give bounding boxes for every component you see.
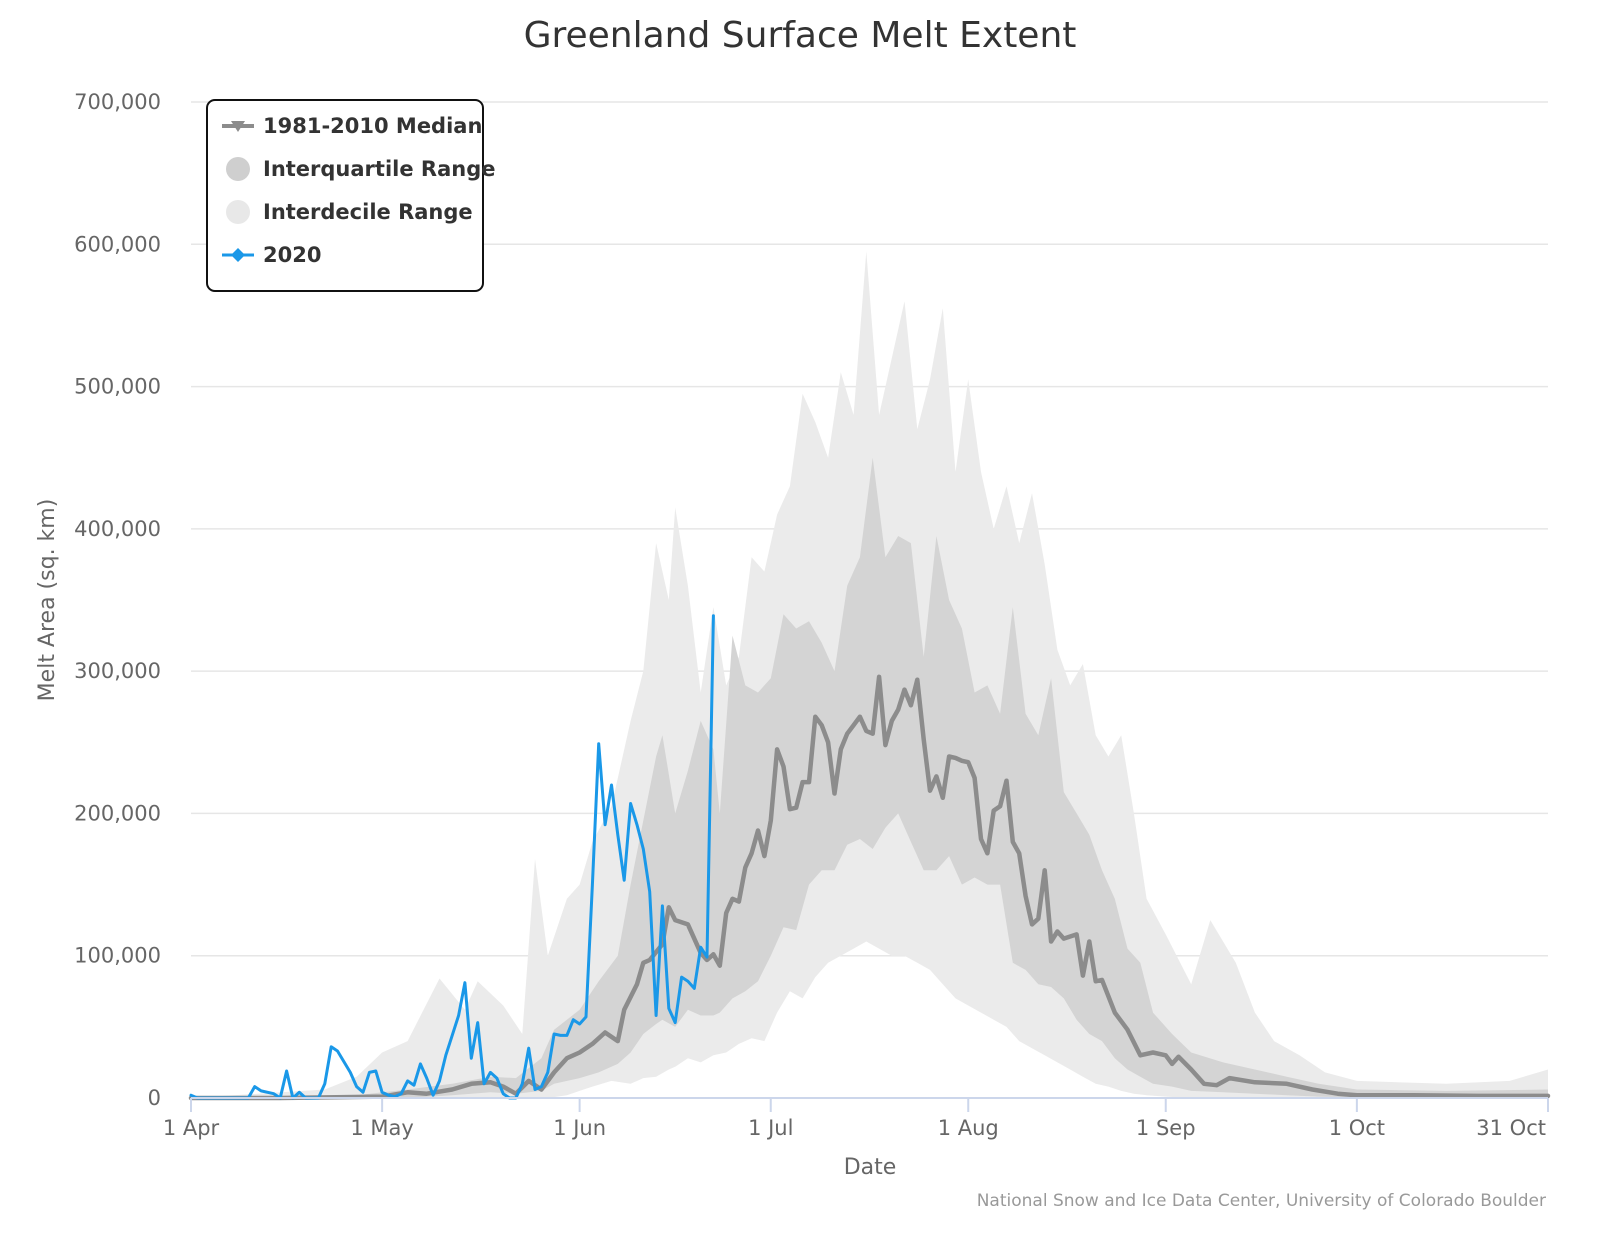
chart-credit: National Snow and Ice Data Center, Unive…: [977, 1191, 1546, 1211]
legend-item: 2020: [222, 243, 321, 267]
y-tick-label: 600,000: [74, 232, 161, 256]
legend-label: 1981-2010 Median: [263, 114, 482, 138]
median-series: [188, 674, 1551, 1101]
y-axis-tick-labels: 0 100,000 200,000 300,000 400,000 500,000 600,…: [74, 90, 161, 1110]
year-2020-line: [189, 614, 715, 1100]
x-tick-label: 31 Oct: [1476, 1116, 1546, 1140]
y-tick-label: 200,000: [74, 801, 161, 825]
legend-item: Interquartile Range: [226, 157, 495, 181]
circle-icon: [226, 157, 250, 181]
x-axis-tick-labels: 1 Apr 1 May 1 Jun 1 Jul 1 Aug 1 Sep 1 Oct 31 Oc…: [163, 1116, 1546, 1140]
x-tick-label: 1 Jul: [748, 1116, 793, 1140]
x-axis: [190, 1097, 1549, 1112]
legend-label: Interquartile Range: [263, 157, 495, 181]
legend-item: 1981-2010 Median: [222, 114, 482, 138]
x-tick-label: 1 Aug: [938, 1116, 999, 1140]
y-tick-label: 100,000: [74, 944, 161, 968]
circle-icon: [226, 200, 250, 224]
diamond-icon: [231, 248, 245, 262]
chart-legend: 1981-2010 Median Interquartile Range Inter…: [206, 99, 495, 292]
legend-items: 1981-2010 Median Interquartile Range Inter…: [222, 114, 495, 267]
legend-box: [206, 99, 484, 292]
legend-label: Interdecile Range: [263, 200, 473, 224]
legend-item: Interdecile Range: [226, 200, 473, 224]
median-line: [188, 674, 1551, 1101]
legend-label: 2020: [263, 243, 321, 267]
x-tick-label: 1 Jun: [553, 1116, 606, 1140]
year-2020-series: [189, 614, 715, 1100]
x-axis-title: Date: [844, 1155, 897, 1180]
y-tick-label: 0: [148, 1086, 161, 1110]
x-tick-label: 1 Oct: [1329, 1116, 1385, 1140]
triangle-icon: [231, 121, 245, 132]
y-tick-label: 700,000: [74, 90, 161, 114]
y-axis-title: Melt Area (sq. km): [35, 499, 60, 702]
x-tick-label: 1 Apr: [163, 1116, 220, 1140]
x-tick-label: 1 May: [350, 1116, 413, 1140]
y-tick-label: 500,000: [74, 375, 161, 399]
x-tick-label: 1 Sep: [1136, 1116, 1196, 1140]
interquartile-range-series: [191, 457, 1548, 1098]
interquartile-range-area: [191, 457, 1548, 1098]
y-tick-label: 300,000: [74, 659, 161, 683]
chart-title: Greenland Surface Melt Extent: [524, 15, 1077, 56]
y-tick-label: 400,000: [74, 517, 161, 541]
